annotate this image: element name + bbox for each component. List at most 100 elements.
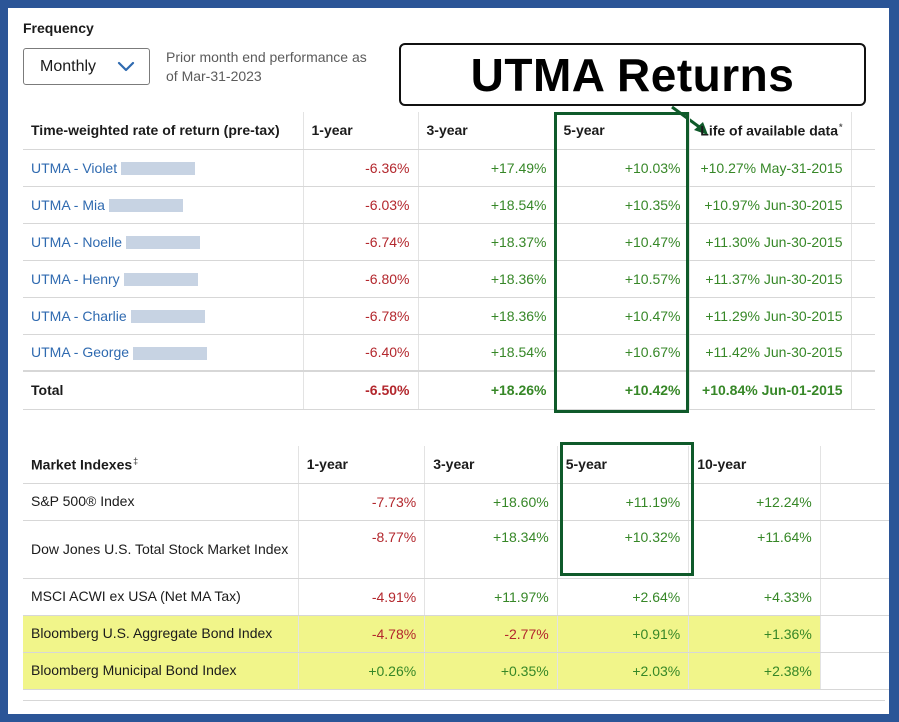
return-1-year: +0.26% <box>298 652 426 690</box>
footnote-marker: * <box>838 121 843 132</box>
return-5-year: +10.03% <box>555 149 690 187</box>
performance-date-note: Prior month end performance as of Mar-31… <box>166 49 367 84</box>
return-10-year: +11.64% <box>688 520 821 579</box>
table-row: UTMA - George -6.40% +18.54% +10.67% +11… <box>23 334 875 372</box>
return-1-year: -6.74% <box>303 223 419 261</box>
row-spacer <box>851 334 875 372</box>
account-link[interactable]: UTMA - Noelle <box>23 223 304 261</box>
return-10-year: +2.38% <box>688 652 821 690</box>
redacted-name-mask <box>121 162 196 176</box>
return-3-year: -2.77% <box>424 615 558 653</box>
row-spacer <box>820 652 889 690</box>
row-spacer <box>851 149 875 187</box>
return-5-year: +2.64% <box>557 578 690 616</box>
return-10-year: +1.36% <box>688 615 821 653</box>
return-3-year: +18.37% <box>418 223 556 261</box>
frequency-selected-value: Monthly <box>40 57 97 75</box>
return-3-year: +11.97% <box>424 578 558 616</box>
return-5-year: +11.19% <box>557 483 690 521</box>
column-header-name: Time-weighted rate of return (pre-tax) <box>23 112 304 150</box>
return-5-year: +0.91% <box>557 615 690 653</box>
column-header-3-year: 3-year <box>418 112 556 150</box>
accounts-returns-table: Time-weighted rate of return (pre-tax) 1… <box>23 112 875 410</box>
redacted-name-mask <box>123 273 198 287</box>
index-name: Bloomberg Municipal Bond Index <box>23 652 299 690</box>
account-link[interactable]: UTMA - Violet <box>23 149 304 187</box>
frequency-dropdown[interactable]: Monthly <box>23 48 150 85</box>
column-header-1-year: 1-year <box>303 112 419 150</box>
return-1-year: -4.91% <box>298 578 426 616</box>
table-row-highlighted: Bloomberg Municipal Bond Index +0.26% +0… <box>23 652 889 690</box>
chevron-down-icon <box>117 61 135 72</box>
column-header-3-year: 3-year <box>424 446 558 484</box>
life-header-text: Life of available data <box>700 122 838 139</box>
return-life: +10.97% Jun-30-2015 <box>689 186 852 224</box>
table-row: UTMA - Mia -6.03% +18.54% +10.35% +10.97… <box>23 186 875 224</box>
return-1-year: -6.80% <box>303 260 419 298</box>
account-name: UTMA - Violet <box>31 159 118 176</box>
table-row-highlighted: Bloomberg U.S. Aggregate Bond Index -4.7… <box>23 615 889 653</box>
index-name: S&P 500® Index <box>23 483 299 521</box>
redacted-name-mask <box>130 310 205 324</box>
return-3-year: +18.36% <box>418 297 556 335</box>
table-row: Dow Jones U.S. Total Stock Market Index … <box>23 520 889 579</box>
frequency-label: Frequency <box>23 20 94 36</box>
redacted-name-mask <box>126 236 201 250</box>
performance-panel: Frequency Monthly Prior month end perfor… <box>8 8 889 714</box>
five-year-accounts-highlight-box <box>554 112 689 413</box>
row-spacer <box>851 297 875 335</box>
bottom-divider <box>23 700 885 701</box>
return-1-year: -8.77% <box>298 520 426 579</box>
table-row: MSCI ACWI ex USA (Net MA Tax) -4.91% +11… <box>23 578 889 616</box>
return-3-year: +18.60% <box>424 483 558 521</box>
return-life: +11.29% Jun-30-2015 <box>689 297 852 335</box>
return-life: +11.30% Jun-30-2015 <box>689 223 852 261</box>
return-life: +11.37% Jun-30-2015 <box>689 260 852 298</box>
return-3-year: +0.35% <box>424 652 558 690</box>
total-return-1-year: -6.50% <box>303 370 419 410</box>
total-return-3-year: +18.26% <box>418 370 556 410</box>
five-year-indexes-highlight-box <box>560 442 694 576</box>
account-link[interactable]: UTMA - George <box>23 334 304 372</box>
row-spacer <box>851 186 875 224</box>
return-life: +10.27% May-31-2015 <box>689 149 852 187</box>
account-link[interactable]: UTMA - Henry <box>23 260 304 298</box>
market-indexes-table: Market Indexes‡ 1-year 3-year 5-year 10-… <box>23 446 889 690</box>
table-row: UTMA - Henry -6.80% +18.36% +10.57% +11.… <box>23 260 875 298</box>
index-header-text: Market Indexes <box>31 456 133 473</box>
return-5-year: +2.03% <box>557 652 690 690</box>
return-5-year: +10.57% <box>555 260 690 298</box>
row-spacer <box>820 578 889 616</box>
utma-returns-callout: UTMA Returns <box>399 43 866 106</box>
account-name: UTMA - Mia <box>31 196 105 213</box>
column-header-10-year: 10-year <box>688 446 821 484</box>
account-name: UTMA - George <box>31 344 130 361</box>
account-link[interactable]: UTMA - Charlie <box>23 297 304 335</box>
account-link[interactable]: UTMA - Mia <box>23 186 304 224</box>
return-3-year: +18.54% <box>418 334 556 372</box>
index-name: MSCI ACWI ex USA (Net MA Tax) <box>23 578 299 616</box>
header-spacer <box>851 112 875 150</box>
return-5-year: +10.32% <box>557 520 690 579</box>
account-name: UTMA - Charlie <box>31 307 127 324</box>
table-header-row: Time-weighted rate of return (pre-tax) 1… <box>23 112 875 150</box>
footnote-marker: ‡ <box>133 455 139 466</box>
return-3-year: +18.34% <box>424 520 558 579</box>
return-3-year: +17.49% <box>418 149 556 187</box>
return-1-year: -6.78% <box>303 297 419 335</box>
return-3-year: +18.36% <box>418 260 556 298</box>
total-return-life: +10.84% Jun-01-2015 <box>689 370 852 410</box>
column-header-1-year: 1-year <box>298 446 426 484</box>
total-label: Total <box>23 370 304 410</box>
row-spacer <box>851 260 875 298</box>
index-name: Bloomberg U.S. Aggregate Bond Index <box>23 615 299 653</box>
return-10-year: +12.24% <box>688 483 821 521</box>
redacted-name-mask <box>133 347 208 361</box>
return-5-year: +10.47% <box>555 223 690 261</box>
return-1-year: -6.03% <box>303 186 419 224</box>
return-life: +11.42% Jun-30-2015 <box>689 334 852 372</box>
header-spacer <box>820 446 889 484</box>
row-spacer <box>851 370 875 410</box>
column-header-life: Life of available data* <box>689 112 852 150</box>
table-row: S&P 500® Index -7.73% +18.60% +11.19% +1… <box>23 483 889 521</box>
